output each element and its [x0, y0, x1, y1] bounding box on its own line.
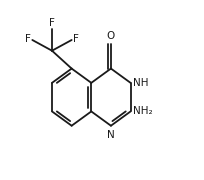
Text: F: F — [73, 34, 79, 44]
Text: NH₂: NH₂ — [133, 106, 153, 116]
Text: F: F — [25, 34, 31, 44]
Text: O: O — [107, 31, 115, 41]
Text: F: F — [49, 18, 55, 28]
Text: N: N — [107, 130, 115, 140]
Text: NH: NH — [133, 78, 149, 88]
